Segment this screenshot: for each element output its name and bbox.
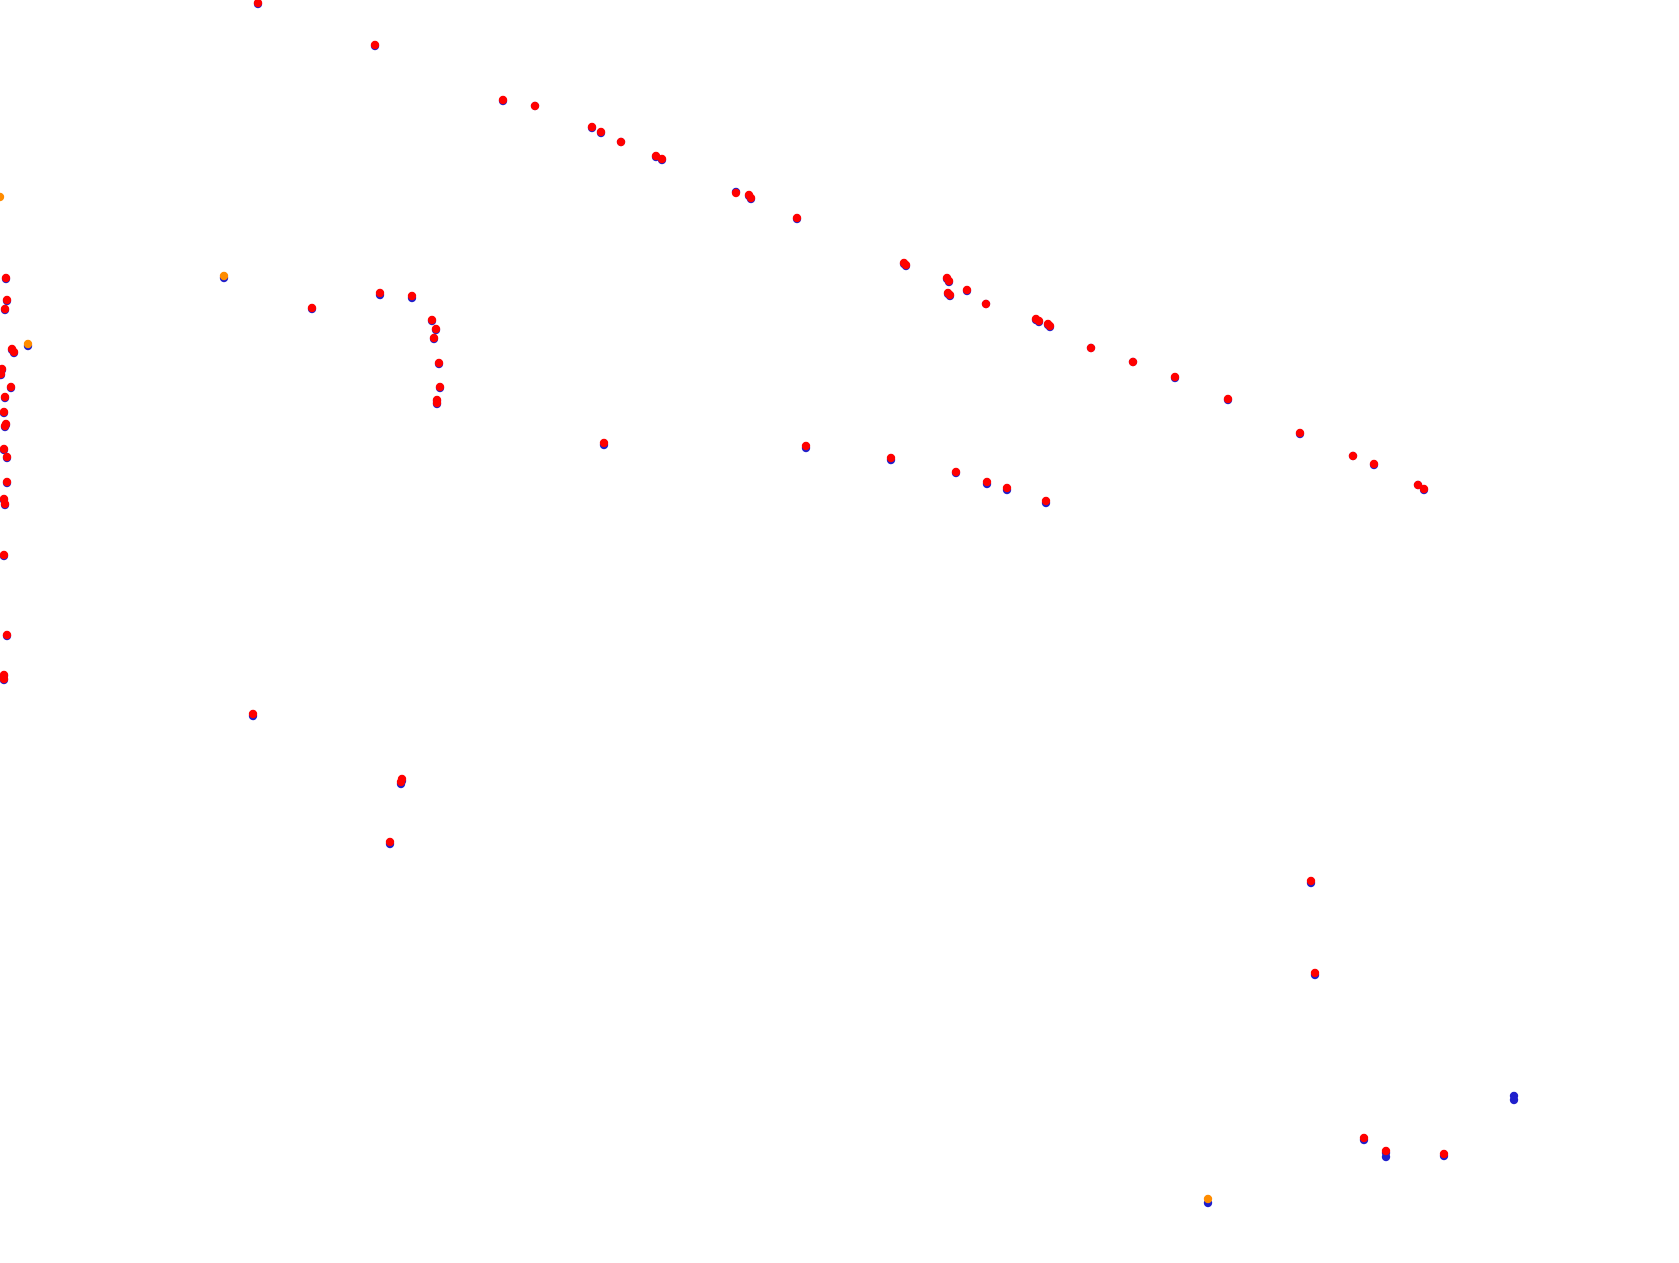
data-point xyxy=(1002,483,1012,493)
data-point xyxy=(1034,316,1044,326)
data-point xyxy=(1381,1146,1391,1156)
data-point xyxy=(432,398,442,408)
data-point xyxy=(23,339,33,349)
data-point xyxy=(1203,1194,1213,1204)
data-point xyxy=(0,421,10,431)
data-point xyxy=(1413,480,1423,490)
data-point xyxy=(1439,1149,1449,1159)
series-1 xyxy=(0,0,1449,1159)
data-point xyxy=(7,344,17,354)
data-point xyxy=(219,271,229,281)
data-point xyxy=(1419,484,1429,494)
data-point xyxy=(1223,394,1233,404)
data-point xyxy=(1045,321,1055,331)
data-point xyxy=(944,276,954,286)
data-point xyxy=(2,452,12,462)
data-point xyxy=(981,299,991,309)
data-point xyxy=(370,40,380,50)
data-point xyxy=(0,407,9,417)
data-point xyxy=(951,467,961,477)
data-point xyxy=(0,392,10,402)
data-point xyxy=(253,0,263,8)
data-point xyxy=(375,288,385,298)
data-point xyxy=(2,477,12,487)
points-layer xyxy=(0,0,1519,1208)
data-point xyxy=(1381,1152,1391,1162)
data-point xyxy=(429,333,439,343)
data-point xyxy=(962,285,972,295)
data-point xyxy=(587,122,597,132)
data-point xyxy=(431,324,441,334)
data-point xyxy=(530,101,540,111)
data-point xyxy=(6,382,16,392)
data-point xyxy=(731,188,741,198)
data-point xyxy=(248,709,258,719)
data-point xyxy=(0,444,9,454)
data-point xyxy=(792,213,802,223)
data-point xyxy=(746,193,756,203)
data-point xyxy=(596,127,606,137)
data-point xyxy=(0,499,10,509)
data-point xyxy=(1509,1095,1519,1105)
data-point xyxy=(498,95,508,105)
data-point xyxy=(1306,876,1316,886)
series-2 xyxy=(0,192,1213,1204)
data-point xyxy=(0,550,9,560)
data-point xyxy=(0,369,6,379)
data-point xyxy=(657,154,667,164)
data-point xyxy=(0,192,5,202)
data-point xyxy=(1,273,11,283)
data-point xyxy=(2,295,12,305)
data-point xyxy=(1348,451,1358,461)
data-point xyxy=(2,630,12,640)
data-point xyxy=(434,358,444,368)
data-point xyxy=(599,438,609,448)
data-point xyxy=(396,777,406,787)
data-point xyxy=(307,303,317,313)
data-point xyxy=(435,382,445,392)
data-point xyxy=(1086,343,1096,353)
data-point xyxy=(801,441,811,451)
data-point xyxy=(0,674,9,684)
data-point xyxy=(901,260,911,270)
data-point xyxy=(886,453,896,463)
data-point xyxy=(945,290,955,300)
data-point xyxy=(1310,968,1320,978)
data-point xyxy=(1295,428,1305,438)
data-point xyxy=(1369,459,1379,469)
data-point xyxy=(1170,372,1180,382)
data-point xyxy=(616,137,626,147)
data-point xyxy=(982,477,992,487)
data-point xyxy=(427,315,437,325)
data-point xyxy=(1128,357,1138,367)
data-point xyxy=(407,291,417,301)
data-point xyxy=(1041,496,1051,506)
data-point xyxy=(385,837,395,847)
data-point xyxy=(1359,1133,1369,1143)
data-point xyxy=(0,304,10,314)
